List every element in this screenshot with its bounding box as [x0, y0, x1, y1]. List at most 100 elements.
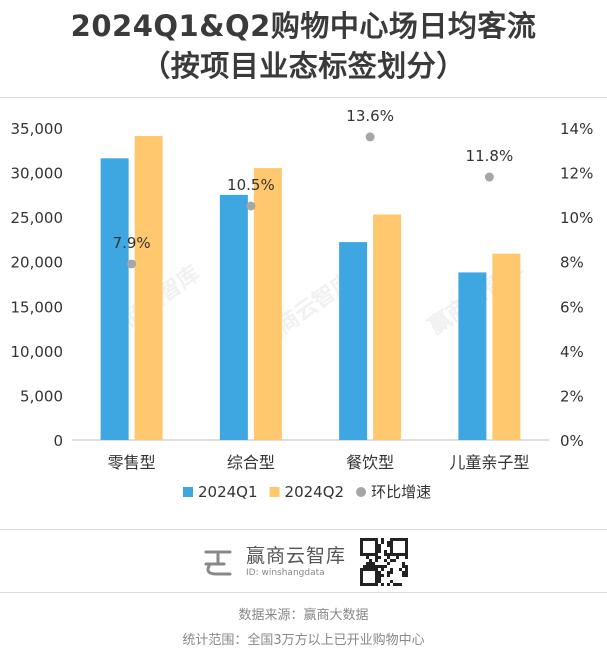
- header-divider: [0, 97, 607, 98]
- qr-module: [387, 571, 390, 574]
- legend-swatch-2: [356, 487, 367, 497]
- qr-module: [387, 562, 390, 565]
- brand-logo-icon: [204, 550, 232, 576]
- qr-module: [405, 571, 408, 574]
- legend-label: 环比增速: [371, 483, 431, 501]
- bar-2024q1: [100, 158, 129, 440]
- y-left-tick-label: 35,000: [11, 120, 64, 138]
- growth-point: [246, 201, 256, 211]
- legend-label: 2024Q1: [198, 483, 258, 501]
- qr-module: [369, 562, 372, 565]
- qr-module: [387, 574, 390, 577]
- qr-module: [384, 565, 387, 568]
- growth-data-label: 11.8%: [466, 147, 514, 165]
- y-right-tick-label: 10%: [560, 209, 593, 227]
- qr-module: [405, 568, 408, 571]
- qr-module: [369, 559, 372, 562]
- qr-module: [378, 574, 381, 577]
- qr-module: [393, 583, 396, 586]
- qr-module: [378, 565, 381, 568]
- bar-2024q1: [219, 194, 248, 440]
- qr-module: [378, 580, 381, 583]
- bar-2024q2: [373, 214, 402, 440]
- chart-title-line2: （按项目业态标签划分）: [141, 49, 466, 83]
- qr-module: [384, 553, 387, 556]
- growth-data-label: 13.6%: [346, 107, 394, 125]
- data-source: 数据来源：赢商大数据: [238, 608, 369, 623]
- qr-module: [378, 544, 381, 547]
- qr-module: [390, 559, 393, 562]
- y-right-tick-label: 6%: [560, 298, 584, 316]
- chart-title-line1: 2024Q1&Q2购物中心场日均客流: [70, 9, 537, 43]
- y-left-tick-label: 10,000: [11, 343, 64, 361]
- qr-module: [366, 565, 369, 568]
- qr-module: [381, 541, 384, 544]
- bar-2024q1: [339, 242, 368, 440]
- qr-module: [381, 574, 384, 577]
- qr-module: [375, 565, 378, 568]
- qr-module: [393, 559, 396, 562]
- qr-finder: [390, 538, 408, 556]
- qr-module: [384, 550, 387, 553]
- qr-module: [378, 556, 381, 559]
- qr-module: [390, 568, 393, 571]
- footer-divider: [0, 529, 607, 530]
- qr-module: [390, 580, 393, 583]
- qr-module: [381, 538, 384, 541]
- y-left-tick-label: 20,000: [11, 254, 64, 272]
- qr-module: [387, 556, 390, 559]
- chart-area: 0 5,000 10,000 15,000 20,000 25,000 30,000 35,0…: [11, 107, 594, 501]
- qr-module: [402, 574, 405, 577]
- x-tick-label: 餐饮型: [346, 453, 394, 472]
- qr-module: [375, 559, 378, 562]
- qr-module: [372, 562, 375, 565]
- qr-module: [381, 565, 384, 568]
- qr-module: [405, 565, 408, 568]
- qr-finder: [360, 538, 378, 556]
- y-right-tick-label: 8%: [560, 254, 584, 272]
- qr-module: [387, 544, 390, 547]
- bar-2024q2: [134, 136, 163, 440]
- qr-finder: [360, 568, 378, 586]
- x-tick-label: 综合型: [227, 453, 275, 472]
- growth-point: [127, 259, 137, 269]
- qr-module: [366, 556, 369, 559]
- qr-module: [396, 556, 399, 559]
- data-scope: 统计范围：全国3万方以上已开业购物中心: [182, 633, 425, 648]
- footer-divider-2: [0, 592, 607, 593]
- qr-module: [399, 583, 402, 586]
- legend-swatch-1: [269, 487, 280, 497]
- qr-module: [381, 568, 384, 571]
- legend-label: 2024Q2: [285, 483, 345, 501]
- bar-2024q2: [492, 253, 521, 440]
- qr-module: [405, 574, 408, 577]
- qr-module: [402, 565, 405, 568]
- qr-module: [387, 583, 390, 586]
- y-left-tick-label: 15,000: [11, 298, 64, 316]
- growth-data-label: 10.5%: [227, 176, 275, 194]
- growth-data-label: 7.9%: [113, 234, 151, 252]
- qr-module: [384, 559, 387, 562]
- y-right-tick-label: 0%: [560, 432, 584, 450]
- qr-module: [372, 565, 375, 568]
- qr-module: [387, 553, 390, 556]
- qr-module: [396, 583, 399, 586]
- qr-module: [399, 568, 402, 571]
- growth-point: [365, 132, 375, 142]
- qr-module: [375, 556, 378, 559]
- y-right-tick-label: 2%: [560, 387, 584, 405]
- legend-swatch-0: [183, 487, 193, 497]
- y-right-tick-label: 14%: [560, 120, 593, 138]
- qr-module: [366, 562, 369, 565]
- brand-name: 赢商云智库: [246, 545, 347, 567]
- y-right-tick-label: 4%: [560, 343, 584, 361]
- brand-id: ID: winshangdata: [246, 568, 325, 578]
- x-tick-label: 儿童亲子型: [449, 453, 529, 472]
- y-left-tick-label: 30,000: [11, 165, 64, 183]
- qr-module: [378, 577, 381, 580]
- bar-2024q1: [458, 272, 487, 440]
- qr-module: [363, 565, 366, 568]
- qr-module: [390, 571, 393, 574]
- x-tick-label: 零售型: [108, 453, 156, 472]
- y-left-tick-label: 0: [53, 432, 63, 450]
